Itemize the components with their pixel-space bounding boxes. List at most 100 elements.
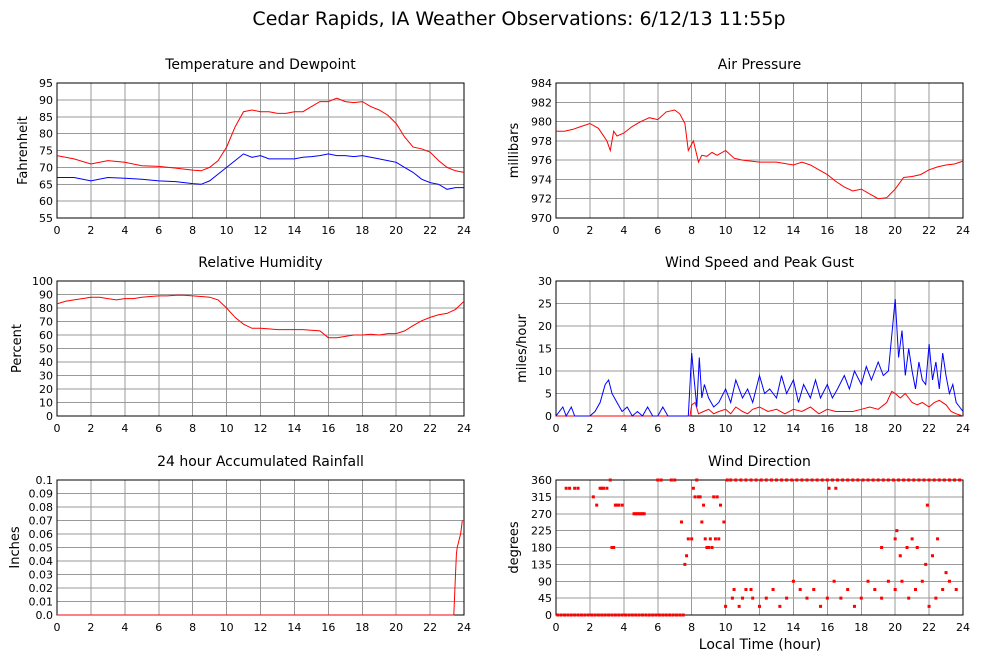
y-tick-label: 0.0	[36, 609, 54, 622]
data-point	[669, 478, 673, 482]
data-point	[630, 613, 634, 617]
data-point	[856, 478, 860, 482]
y-tick-label: 0.08	[29, 501, 54, 514]
data-point	[707, 546, 711, 549]
y-tick-label: 60	[39, 195, 53, 208]
data-point	[600, 486, 604, 490]
x-tick-label: 24	[457, 224, 471, 237]
data-point	[902, 478, 906, 482]
y-tick-label: 972	[531, 193, 552, 206]
data-point	[685, 554, 689, 558]
y-axis-label: Fahrenheit	[16, 116, 31, 185]
y-tick-label: 15	[538, 343, 552, 356]
x-tick-label: 22	[922, 621, 936, 634]
data-point	[891, 478, 895, 482]
data-point	[703, 537, 707, 541]
data-point	[846, 588, 850, 591]
data-point	[634, 613, 638, 617]
y-tick-label: 70	[39, 161, 53, 174]
x-tick-label: 4	[620, 422, 627, 435]
data-point	[739, 478, 743, 482]
data-point	[749, 478, 753, 482]
data-point	[634, 512, 638, 516]
x-tick-label: 18	[854, 224, 868, 237]
data-point	[573, 486, 577, 490]
data-point	[722, 520, 726, 524]
data-point	[693, 495, 697, 499]
data-point	[778, 604, 782, 608]
data-point	[637, 512, 641, 516]
data-point	[708, 537, 712, 541]
data-point	[764, 596, 768, 600]
x-tick-label: 18	[854, 621, 868, 634]
data-point	[958, 478, 962, 482]
data-point	[851, 478, 855, 482]
data-point	[569, 613, 573, 617]
x-tick-label: 12	[254, 422, 268, 435]
x-tick-label: 10	[719, 224, 733, 237]
x-tick-label: 4	[620, 224, 627, 237]
data-point	[608, 478, 612, 482]
data-point	[679, 520, 683, 524]
data-point	[673, 478, 677, 482]
data-point	[671, 613, 675, 617]
series-line	[556, 109, 964, 200]
data-point	[925, 503, 929, 507]
data-point	[710, 546, 714, 549]
data-point	[613, 613, 617, 617]
data-point	[905, 546, 909, 549]
y-tick-label: 90	[39, 94, 53, 107]
y-tick-label: 360	[531, 474, 552, 487]
data-point	[937, 478, 941, 482]
data-point	[947, 478, 951, 482]
y-tick-label: 0.04	[29, 555, 54, 568]
y-tick-label: 60	[39, 329, 53, 342]
x-tick-label: 6	[155, 621, 162, 634]
data-point	[698, 495, 702, 499]
x-tick-label: 20	[888, 224, 902, 237]
data-point	[702, 503, 706, 507]
y-tick-label: 225	[531, 525, 552, 538]
x-tick-label: 8	[688, 422, 695, 435]
data-point	[754, 478, 758, 482]
data-point	[717, 537, 721, 541]
charts-root: 0 2 4 6 8 10 12 14 16 18 20 22 24556065707580859095T…	[8, 57, 970, 634]
data-point	[715, 495, 719, 499]
data-point	[922, 478, 926, 482]
x-tick-label: 2	[586, 224, 593, 237]
x-tick-label: 22	[423, 224, 437, 237]
y-tick-label: 0.06	[29, 528, 54, 541]
data-point	[729, 478, 733, 482]
data-point	[934, 596, 938, 600]
data-point	[642, 512, 646, 516]
data-point	[795, 478, 799, 482]
x-tick-label: 6	[654, 224, 661, 237]
data-point	[566, 613, 570, 617]
data-point	[866, 579, 870, 583]
x-tick-label: 4	[121, 621, 128, 634]
x-tick-label: 20	[888, 422, 902, 435]
y-tick-label: 65	[39, 178, 53, 191]
data-point	[886, 579, 890, 583]
chart-pressure: 0 2 4 6 8 10 12 14 16 18 20 22 249709729749769789809…	[507, 57, 970, 237]
data-point	[886, 478, 890, 482]
x-tick-label: 24	[956, 422, 970, 435]
data-point	[800, 478, 804, 482]
data-point	[659, 478, 663, 482]
x-tick-label: 0	[54, 621, 61, 634]
data-point	[764, 478, 768, 482]
data-point	[947, 579, 951, 583]
data-point	[785, 478, 789, 482]
data-point	[632, 512, 636, 516]
data-point	[639, 512, 643, 516]
x-tick-label: 8	[688, 621, 695, 634]
data-point	[664, 613, 668, 617]
data-point	[615, 503, 619, 507]
data-point	[834, 486, 838, 490]
y-tick-label: 90	[39, 289, 53, 302]
x-tick-label: 12	[753, 422, 767, 435]
data-point	[785, 596, 789, 600]
data-point	[601, 486, 605, 490]
